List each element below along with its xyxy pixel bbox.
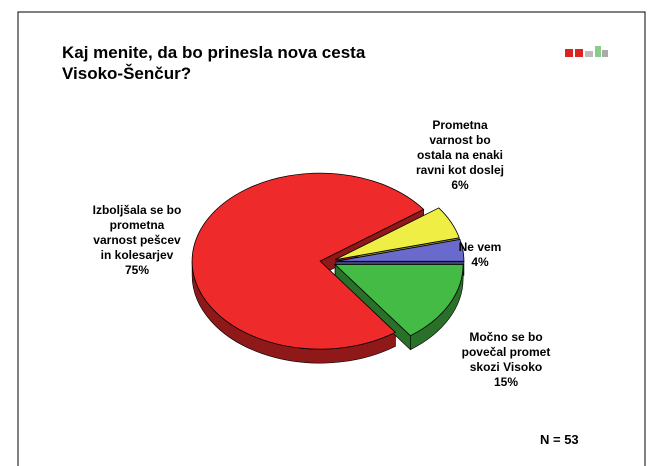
category-label: Izboljšala se bo prometna varnost pešcev…	[92, 203, 182, 262]
slice-label: Močno se bo povečal promet skozi Visoko 1…	[431, 330, 581, 390]
slice-label: Ne vem 4%	[405, 240, 555, 270]
value-label: 15%	[493, 375, 519, 389]
category-label: Prometna varnost bo ostala na enaki ravn…	[415, 118, 505, 177]
logo-block	[575, 49, 583, 57]
logo-block	[602, 50, 608, 57]
slice	[335, 238, 465, 262]
annotation: N = 53	[540, 432, 579, 447]
value-label: 75%	[124, 263, 150, 277]
logo	[565, 46, 608, 57]
value-label: 4%	[471, 255, 489, 269]
slice	[335, 207, 460, 261]
category-label: Močno se bo povečal promet skozi Visoko	[461, 330, 551, 374]
value-label: 6%	[451, 178, 469, 192]
chart-title: Kaj menite, da bo prinesla nova cesta Vi…	[62, 43, 366, 83]
logo-block	[585, 51, 593, 57]
logo-block	[565, 49, 573, 57]
logo-block	[595, 46, 601, 57]
slice	[191, 172, 425, 350]
category-label: Ne vem	[458, 240, 502, 254]
slice	[334, 264, 464, 337]
frame	[17, 11, 646, 466]
slice-label: Prometna varnost bo ostala na enaki ravn…	[385, 118, 535, 193]
slice-label: Izboljšala se bo prometna varnost pešcev…	[62, 203, 212, 278]
slice-tops	[191, 172, 465, 350]
